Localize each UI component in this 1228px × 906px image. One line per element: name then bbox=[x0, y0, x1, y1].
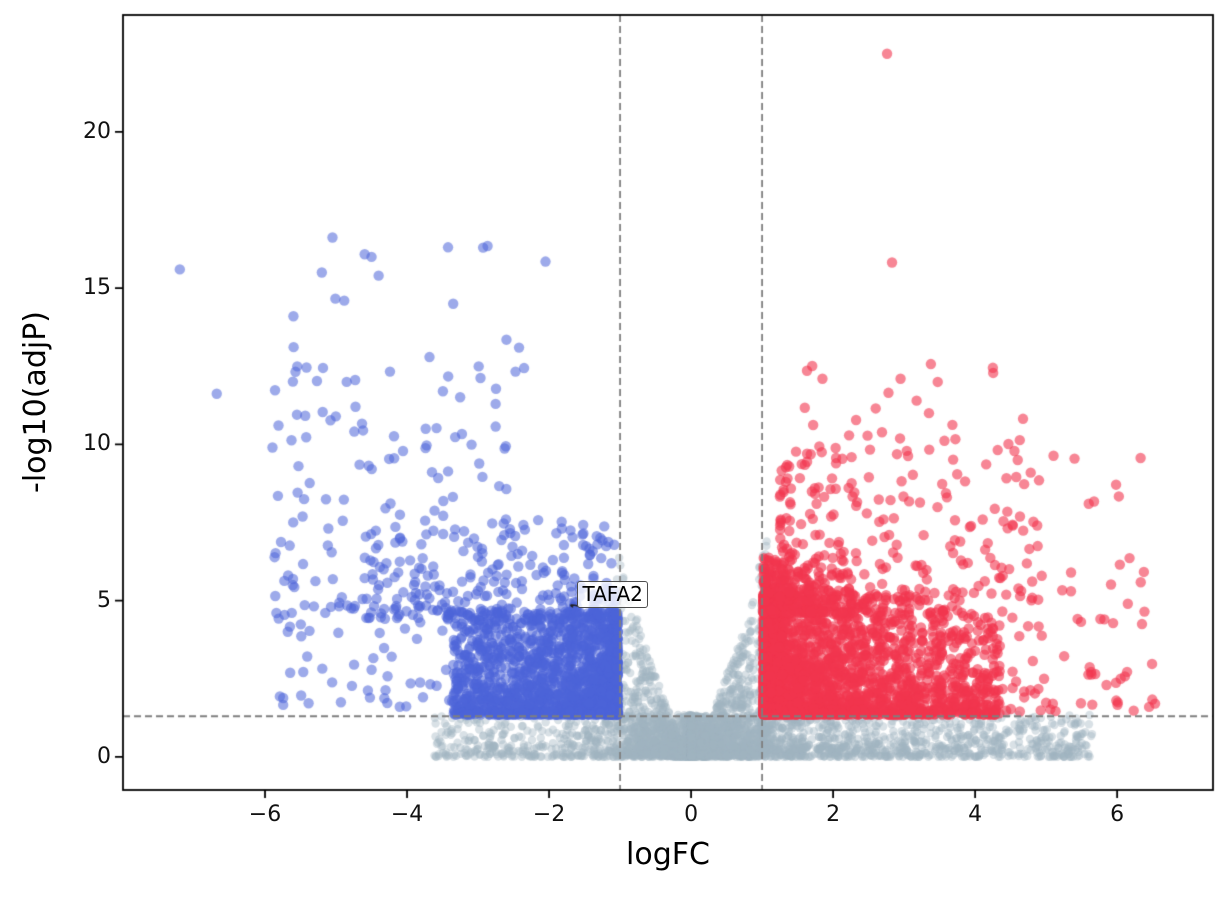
y-tick-label: 0 bbox=[97, 743, 111, 769]
x-tick-label: −2 bbox=[532, 802, 566, 827]
y-tick-label: 20 bbox=[83, 118, 111, 144]
x-axis-label: logFC bbox=[626, 837, 710, 872]
x-tick-label: 6 bbox=[1110, 802, 1125, 827]
y-tick-label: 15 bbox=[83, 275, 111, 301]
y-tick-label: 5 bbox=[97, 587, 111, 613]
x-tick-label: 0 bbox=[684, 802, 699, 827]
y-axis-label: -log10(adjP) bbox=[18, 311, 53, 493]
x-tick-label: 2 bbox=[826, 802, 841, 827]
y-tick-label: 10 bbox=[83, 431, 111, 457]
x-tick-label: −6 bbox=[248, 802, 282, 827]
x-tick-label: −4 bbox=[390, 802, 424, 827]
x-tick-label: 4 bbox=[968, 802, 983, 827]
gene-annotation-label: TAFA2 bbox=[577, 581, 648, 609]
